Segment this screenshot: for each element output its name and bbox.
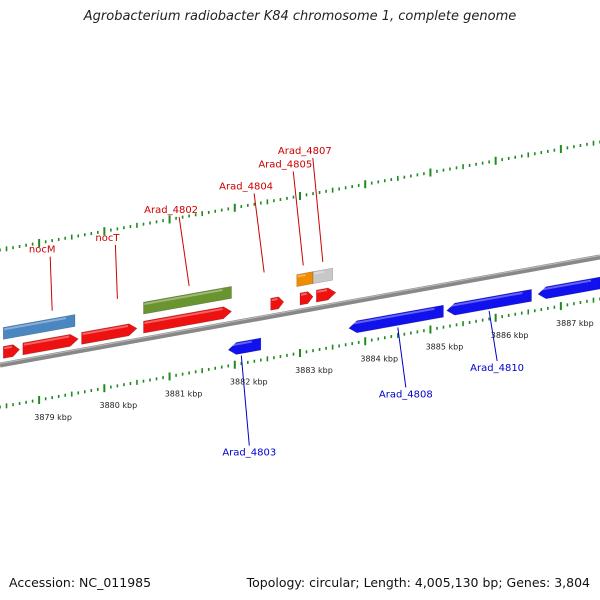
- forward-gene-arrow: [299, 291, 314, 306]
- kbp-label: 3880 kbp: [99, 401, 137, 410]
- forward-gene-arrow-gloss: [4, 345, 13, 350]
- forward-leader-line: [253, 193, 265, 273]
- kbp-label: 3883 kbp: [295, 366, 333, 375]
- forward-gene-arrow-gloss: [317, 289, 328, 293]
- reverse-leader-line: [397, 327, 407, 388]
- forward-leader-line: [49, 256, 53, 311]
- forward-gene-arrow-gloss: [23, 335, 70, 346]
- gene-features: [2, 267, 600, 359]
- forward-gene-arrow-gloss: [271, 298, 278, 302]
- reverse-gene-arrow: [446, 288, 532, 316]
- reverse-gene-arrow-gloss: [349, 307, 435, 326]
- figure-title: Agrobacterium radiobacter K84 chromosome…: [83, 9, 517, 24]
- forward-gene-label: nocM: [29, 245, 56, 256]
- kbp-label: 3887 kbp: [556, 319, 594, 328]
- forward-gene-arrow: [2, 344, 21, 359]
- upper-gene-block-gloss: [4, 317, 67, 331]
- reverse-gene-arrow: [227, 337, 262, 355]
- forward-gene-label: nocT: [95, 233, 120, 244]
- forward-leader-line: [114, 244, 118, 299]
- reverse-gene-arrow-gloss: [447, 291, 523, 308]
- forward-leader-line: [312, 157, 324, 262]
- reverse-gene-arrow: [537, 276, 600, 300]
- upper-gene-block-gloss: [314, 270, 324, 275]
- topology-text: Topology: circular; Length: 4,005,130 bp…: [246, 575, 590, 590]
- kbp-label: 3881 kbp: [165, 389, 203, 398]
- upper-gene-block-gloss: [297, 274, 306, 278]
- forward-gene-label: Arad_4802: [144, 205, 198, 216]
- forward-gene-label: Arad_4805: [258, 159, 312, 170]
- kbp-label: 3882 kbp: [230, 378, 268, 387]
- forward-gene-arrow-gloss: [144, 307, 223, 324]
- kbp-labels: 3879 kbp 3880 kbp 3881 kbp 3882 kbp 3883 kbp…: [34, 319, 593, 422]
- chromosome-backbone: [0, 254, 600, 368]
- lower-tick-track: [0, 297, 600, 409]
- gene-labels: nocM nocT Arad_4802 Arad_4804 Arad_4805 Arad_…: [29, 146, 524, 459]
- forward-leader-line: [178, 216, 190, 287]
- reverse-gene-label: Arad_4803: [222, 448, 276, 459]
- reverse-gene-arrow-gloss: [539, 279, 591, 291]
- upper-gene-block: [2, 314, 76, 340]
- reverse-gene-label: Arad_4808: [379, 389, 433, 400]
- forward-leader-line: [292, 171, 304, 266]
- forward-gene-arrow: [143, 306, 233, 334]
- forward-gene-arrow: [316, 287, 337, 303]
- upper-gene-block-gloss: [144, 288, 223, 305]
- kbp-label: 3879 kbp: [34, 413, 72, 422]
- reverse-gene-label: Arad_4810: [470, 363, 524, 374]
- reverse-leader-line: [488, 310, 498, 362]
- forward-gene-arrow-gloss: [301, 292, 307, 296]
- accession-text: Accession: NC_011985: [9, 575, 152, 590]
- reverse-leader-line: [240, 355, 250, 446]
- backbone-line: [0, 254, 600, 368]
- upper-gene-block: [312, 267, 333, 285]
- kbp-label: 3886 kbp: [491, 331, 529, 340]
- forward-gene-arrow: [270, 296, 285, 311]
- reverse-gene-arrow-gloss: [229, 340, 252, 347]
- backbone-highlight: [0, 255, 600, 364]
- kbp-label: 3885 kbp: [426, 343, 464, 352]
- forward-gene-label: Arad_4807: [278, 146, 332, 157]
- reverse-gene-arrow: [348, 304, 444, 334]
- upper-gene-block: [296, 271, 314, 287]
- label-leader-lines: [49, 157, 498, 446]
- upper-tick-track: [0, 140, 600, 252]
- kbp-label: 3884 kbp: [360, 354, 398, 363]
- forward-gene-label: Arad_4804: [219, 181, 273, 192]
- forward-gene-arrow: [81, 323, 138, 345]
- forward-gene-arrow-gloss: [82, 324, 128, 336]
- forward-gene-arrow: [22, 334, 79, 356]
- upper-gene-block: [143, 285, 232, 315]
